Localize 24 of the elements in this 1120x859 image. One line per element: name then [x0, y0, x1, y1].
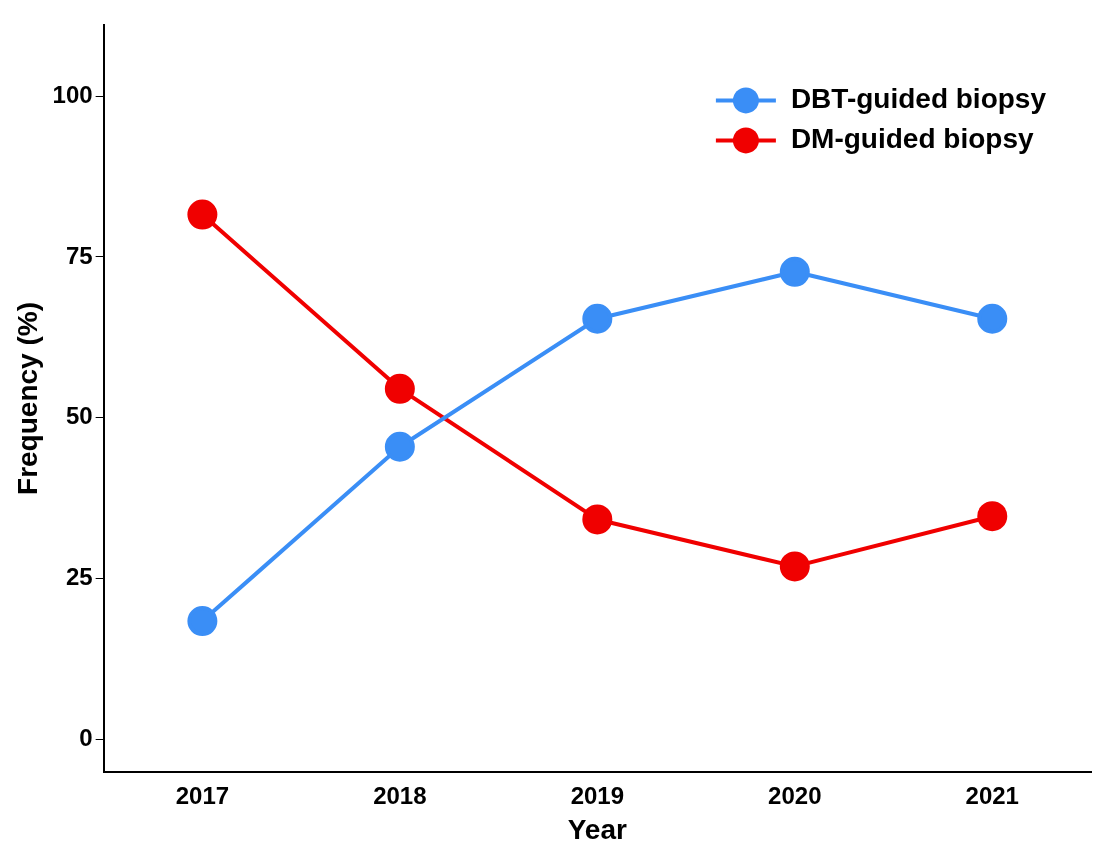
- point: [187, 199, 218, 230]
- legend-label: DM-guided biopsy: [790, 123, 1034, 155]
- point: [582, 504, 613, 535]
- y-tick-label: 100: [52, 80, 93, 108]
- point: [384, 373, 415, 404]
- y-tick-label: 0: [79, 724, 93, 752]
- point: [582, 303, 613, 334]
- point: [779, 256, 810, 287]
- point: [384, 431, 415, 462]
- point: [187, 606, 218, 637]
- y-axis-title: Frequency (%): [11, 302, 43, 495]
- y-tick-label: 50: [65, 402, 93, 430]
- x-tick-label: 2021: [965, 781, 1019, 809]
- point: [977, 303, 1008, 334]
- point: [779, 551, 810, 582]
- x-tick-label: 2018: [373, 781, 427, 809]
- x-tick-label: 2020: [768, 781, 822, 809]
- point: [977, 501, 1008, 532]
- x-tick-label: 2019: [570, 781, 625, 809]
- x-axis-title: Year: [567, 813, 628, 845]
- y-tick-label: 25: [65, 563, 93, 591]
- legend-label: DBT-guided biopsy: [790, 83, 1047, 115]
- y-tick-label: 75: [65, 241, 93, 269]
- x-tick-label: 2017: [175, 781, 230, 809]
